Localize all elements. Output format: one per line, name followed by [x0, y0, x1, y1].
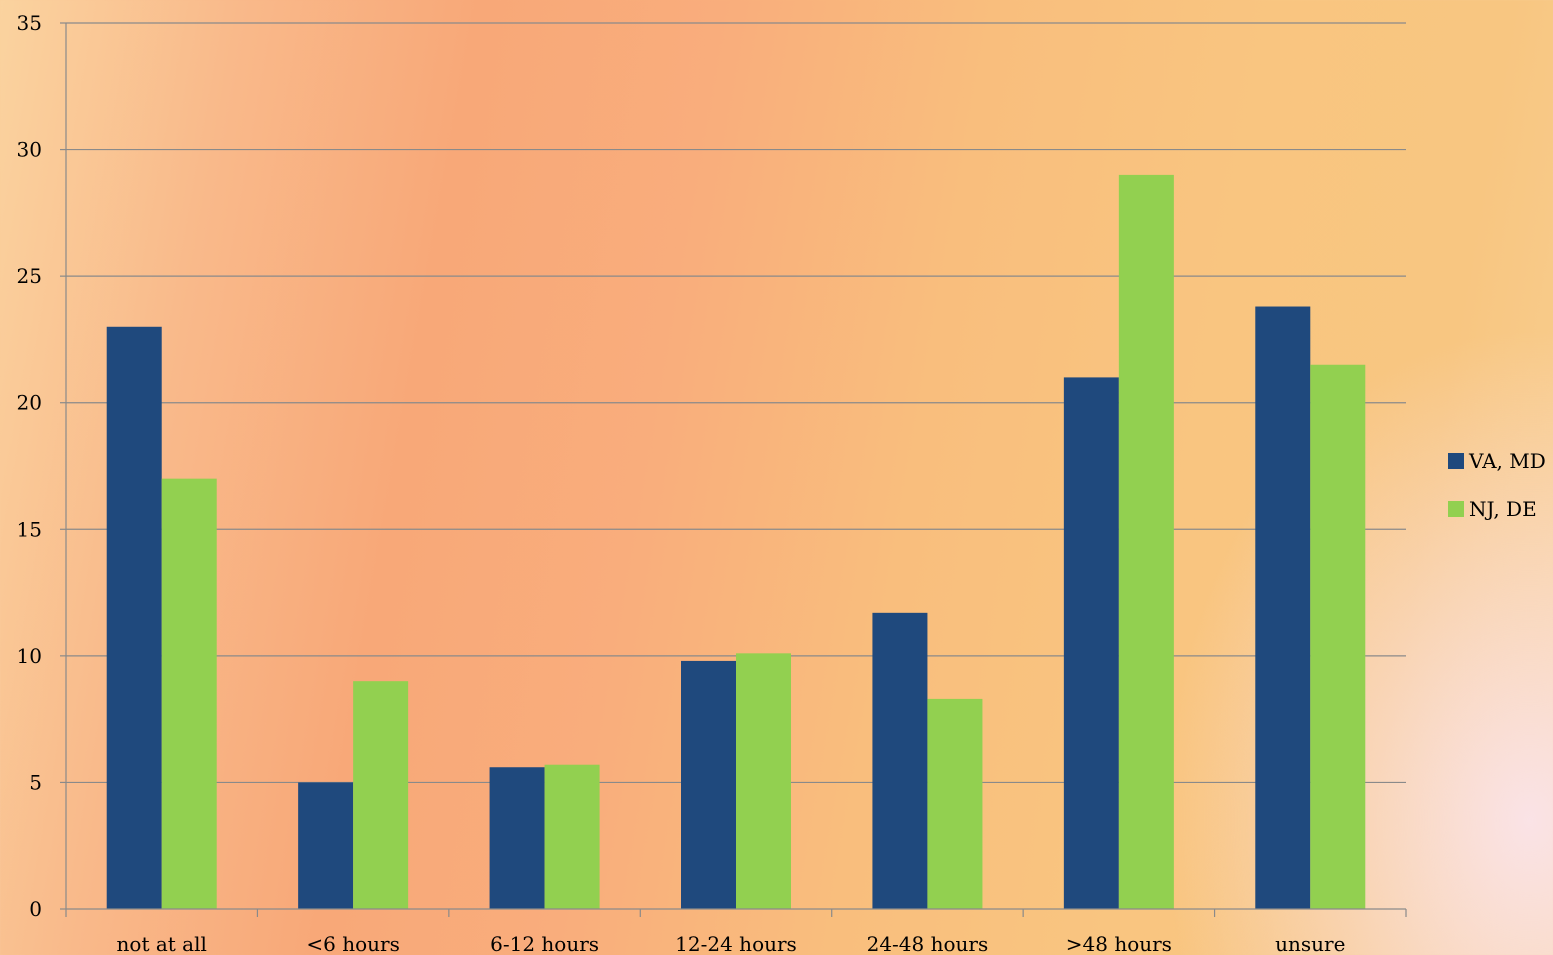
bars	[106, 174, 1366, 909]
x-tick-label: >48 hours	[1066, 932, 1172, 955]
y-tick-label: 10	[17, 644, 42, 668]
y-tick-label: 15	[17, 517, 42, 541]
bar-va-md	[1063, 377, 1119, 909]
bar-va-md	[1255, 306, 1311, 909]
gridlines	[66, 22, 1406, 784]
y-tick-label: 30	[17, 138, 42, 162]
bar-nj-de	[1310, 364, 1366, 909]
y-tick-label: 5	[29, 770, 42, 794]
y-tick-label: 20	[17, 391, 42, 415]
x-tick-label: 6-12 hours	[490, 932, 599, 955]
legend-swatch	[1448, 501, 1464, 517]
y-tick-label: 25	[17, 264, 42, 288]
bar-nj-de	[927, 698, 983, 909]
bar-va-md	[872, 612, 928, 909]
x-tick-label: <6 hours	[306, 932, 399, 955]
axes	[60, 22, 1407, 917]
y-tick-label: 35	[17, 11, 42, 35]
y-tick-labels: 0 5 10 15 20 25 30 35	[17, 11, 42, 921]
legend-label: NJ, DE	[1469, 497, 1537, 521]
legend: VA, MD NJ, DE	[1448, 449, 1546, 521]
bar-nj-de	[1118, 174, 1174, 909]
bar-nj-de	[736, 653, 791, 909]
bar-va-md	[298, 782, 354, 909]
bar-nj-de	[544, 764, 600, 909]
x-tick-label: unsure	[1275, 932, 1345, 955]
bar-nj-de	[353, 681, 409, 909]
x-tick-label: not at all	[117, 932, 207, 955]
x-tick-label: 12-24 hours	[675, 932, 797, 955]
bar-va-md	[489, 767, 545, 909]
bar-va-md	[681, 660, 736, 909]
bar-va-md	[106, 326, 162, 909]
legend-swatch	[1448, 453, 1464, 469]
x-tick-label: 24-48 hours	[867, 932, 989, 955]
x-tick-labels: not at all <6 hours 6-12 hours 12-24 hours 2…	[117, 932, 1346, 955]
legend-label: VA, MD	[1468, 449, 1546, 473]
y-tick-label: 0	[29, 897, 42, 921]
bar-nj-de	[161, 478, 217, 909]
